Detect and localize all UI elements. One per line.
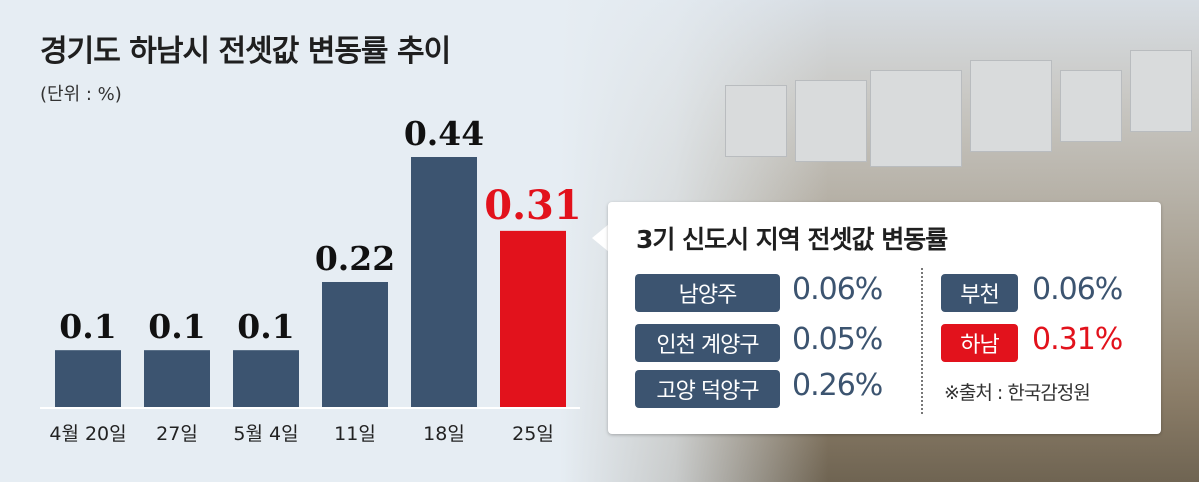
value-label-0: 0.1 — [59, 307, 116, 346]
value-label-3: 0.22 — [315, 239, 395, 278]
unit-label: (단위 : %) — [40, 84, 122, 105]
comparison-panel: 3기 신도시 지역 전셋값 변동률 남양주 0.06% 인천 계양구 0.05%… — [608, 202, 1161, 434]
category-label-1: 27일 — [156, 423, 198, 445]
category-label-0: 4월 20일 — [49, 423, 126, 445]
value-label-4: 0.44 — [404, 114, 484, 153]
bar-0 — [55, 350, 121, 407]
bar-3 — [322, 282, 388, 407]
region-badge-namyangju: 남양주 — [635, 274, 780, 312]
region-value-hanam: 0.31% — [1032, 322, 1123, 357]
category-label-4: 18일 — [423, 423, 465, 445]
building-shape — [1130, 50, 1192, 132]
region-value-goyang-deogyang: 0.26% — [792, 368, 883, 403]
category-label-2: 5월 4일 — [233, 423, 298, 445]
region-badge-hanam: 하남 — [941, 324, 1018, 362]
building-shape — [1060, 70, 1122, 142]
region-value-bucheon: 0.06% — [1032, 272, 1123, 307]
value-label-2: 0.1 — [237, 307, 294, 346]
region-value-incheon-gyeyang: 0.05% — [792, 322, 883, 357]
value-label-5: 0.31 — [484, 182, 581, 229]
building-shape — [870, 70, 962, 167]
chart-title: 경기도 하남시 전셋값 변동률 추이 — [40, 34, 451, 69]
region-badge-goyang-deogyang: 고양 덕양구 — [635, 370, 780, 408]
building-shape — [795, 80, 867, 162]
bar-5 — [500, 230, 566, 407]
panel-pointer — [592, 224, 609, 252]
column-divider — [921, 268, 923, 414]
category-label-5: 25일 — [512, 423, 554, 445]
region-value-namyangju: 0.06% — [792, 272, 883, 307]
bar-2 — [233, 350, 299, 407]
building-shape — [970, 60, 1052, 152]
bar-1 — [144, 350, 210, 407]
bar-4 — [411, 157, 477, 407]
category-label-3: 11일 — [334, 423, 376, 445]
source-note: ※출처 : 한국감정원 — [944, 382, 1091, 404]
region-badge-incheon-gyeyang: 인천 계양구 — [635, 324, 780, 362]
panel-title: 3기 신도시 지역 전셋값 변동률 — [636, 225, 948, 254]
region-badge-bucheon: 부천 — [941, 274, 1018, 312]
bar-chart: 0.1 4월 20일 0.1 27일 0.1 5월 4일 0.22 11일 0.44 18일 0.3… — [40, 114, 582, 445]
value-label-1: 0.1 — [148, 307, 205, 346]
building-shape — [725, 85, 787, 157]
